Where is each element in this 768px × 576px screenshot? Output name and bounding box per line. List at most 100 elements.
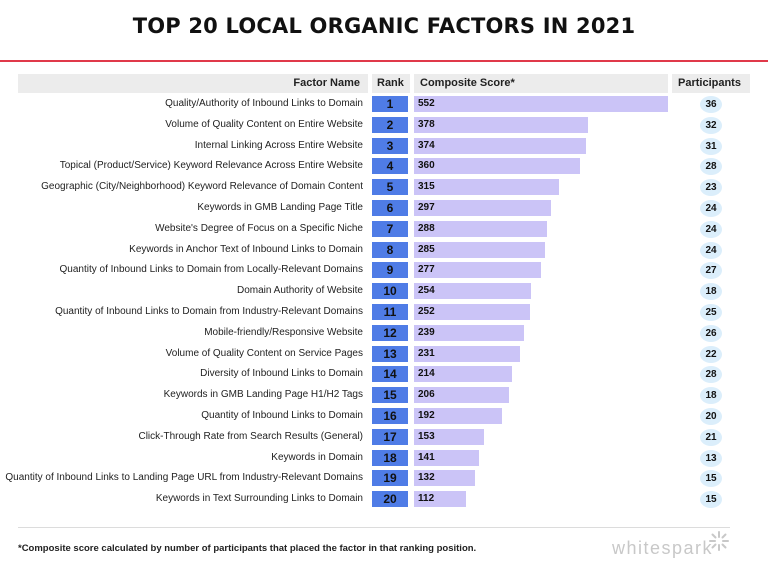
score-bar [414, 262, 542, 279]
score-bar [414, 200, 551, 216]
score-value: 239 [418, 326, 435, 338]
participants-count: 32 [700, 116, 722, 134]
participants-count: 22 [700, 345, 722, 363]
header-participants: Participants [678, 77, 741, 89]
factor-name: Mobile-friendly/Responsive Website [204, 326, 363, 338]
score-bar [414, 179, 559, 196]
factor-name: Domain Authority of Website [237, 285, 363, 297]
factor-name: Website's Degree of Focus on a Specific … [155, 222, 363, 234]
header-bar-participants [672, 74, 750, 93]
factor-name: Quantity of Inbound Links to Domain from… [55, 306, 363, 317]
score-bar [414, 96, 668, 112]
factor-name: Diversity of Inbound Links to Domain [200, 368, 363, 380]
participants-count: 18 [700, 387, 722, 405]
score-value: 132 [418, 472, 435, 484]
score-value: 288 [418, 222, 435, 234]
score-value: 277 [418, 264, 435, 276]
rank-badge: 20 [372, 491, 408, 508]
score-bar [414, 304, 530, 320]
title-divider [0, 60, 768, 62]
rank-badge: 9 [372, 262, 408, 279]
factor-name: Quantity of Inbound Links to Domain [201, 410, 363, 421]
participants-count: 26 [700, 324, 722, 342]
factor-name: Keywords in GMB Landing Page H1/H2 Tags [163, 389, 363, 401]
score-bar [414, 345, 521, 362]
score-value: 153 [418, 430, 435, 442]
footnote: *Composite score calculated by number of… [18, 543, 477, 554]
participants-count: 15 [700, 491, 722, 509]
rank-badge: 16 [372, 408, 408, 424]
score-bar [414, 158, 580, 175]
score-value: 374 [418, 139, 435, 151]
score-value: 141 [418, 451, 435, 463]
score-value: 231 [418, 347, 435, 359]
score-bar [414, 283, 531, 300]
factor-name: Quantity of Inbound Links to Domain from… [59, 264, 363, 276]
score-bar [414, 449, 479, 466]
participants-count: 24 [700, 241, 722, 259]
score-bar [414, 220, 547, 237]
rank-badge: 7 [372, 220, 408, 237]
participants-count: 15 [700, 470, 722, 488]
participants-count: 28 [700, 366, 722, 384]
score-bar [414, 428, 485, 445]
rank-badge: 11 [372, 304, 408, 320]
participants-count: 24 [700, 220, 722, 238]
score-bar [414, 387, 509, 404]
factor-name: Volume of Quality Content on Service Pag… [165, 347, 363, 359]
factor-name: Quantity of Inbound Links to Landing Pag… [5, 472, 363, 484]
header-factor-name: Factor Name [293, 77, 360, 89]
score-bar [414, 137, 587, 154]
spark-icon [709, 531, 729, 551]
rank-badge: 13 [372, 345, 408, 362]
rank-badge: 15 [372, 387, 408, 404]
rank-badge: 10 [372, 283, 408, 300]
participants-count: 36 [700, 96, 722, 113]
score-value: 192 [418, 410, 435, 421]
header-bar-rank [372, 74, 410, 93]
rank-badge: 18 [372, 449, 408, 466]
rank-badge: 6 [372, 200, 408, 216]
header-bar-score [414, 74, 668, 93]
score-bar [414, 470, 475, 487]
score-value: 254 [418, 285, 435, 297]
participants-count: 20 [700, 408, 722, 425]
participants-count: 18 [700, 283, 722, 301]
rank-badge: 1 [372, 96, 408, 112]
factor-name: Click-Through Rate from Search Results (… [138, 430, 363, 442]
factor-name: Keywords in Domain [271, 451, 363, 463]
score-bar [414, 116, 588, 133]
factor-name: Geographic (City/Neighborhood) Keyword R… [41, 181, 363, 193]
factor-name: Keywords in Text Surrounding Links to Do… [155, 493, 363, 505]
header-rank: Rank [377, 77, 404, 89]
rank-badge: 5 [372, 179, 408, 196]
score-value: 378 [418, 118, 435, 130]
rank-badge: 17 [372, 428, 408, 445]
score-value: 552 [418, 98, 435, 109]
footer-divider [18, 527, 730, 528]
factor-name: Topical (Product/Service) Keyword Releva… [59, 160, 363, 172]
header-bar-factor [18, 74, 368, 93]
score-value: 252 [418, 306, 435, 317]
factor-name: Keywords in GMB Landing Page Title [197, 202, 363, 213]
rank-badge: 12 [372, 324, 408, 341]
rank-badge: 19 [372, 470, 408, 487]
score-value: 112 [418, 493, 435, 505]
whitespark-logo: whitespark [612, 538, 714, 558]
rank-badge: 8 [372, 241, 408, 258]
score-value: 206 [418, 389, 435, 401]
participants-count: 28 [700, 158, 722, 176]
participants-count: 21 [700, 428, 722, 446]
participants-count: 27 [700, 262, 722, 280]
score-bar [414, 491, 466, 508]
participants-count: 31 [700, 137, 722, 155]
rank-badge: 3 [372, 137, 408, 154]
rank-badge: 14 [372, 366, 408, 383]
participants-count: 13 [700, 449, 722, 467]
score-bar [414, 241, 546, 258]
participants-count: 24 [700, 200, 722, 217]
score-value: 285 [418, 243, 435, 255]
participants-count: 23 [700, 179, 722, 197]
factor-name: Quality/Authority of Inbound Links to Do… [165, 98, 363, 109]
factor-name: Volume of Quality Content on Entire Webs… [165, 118, 363, 130]
